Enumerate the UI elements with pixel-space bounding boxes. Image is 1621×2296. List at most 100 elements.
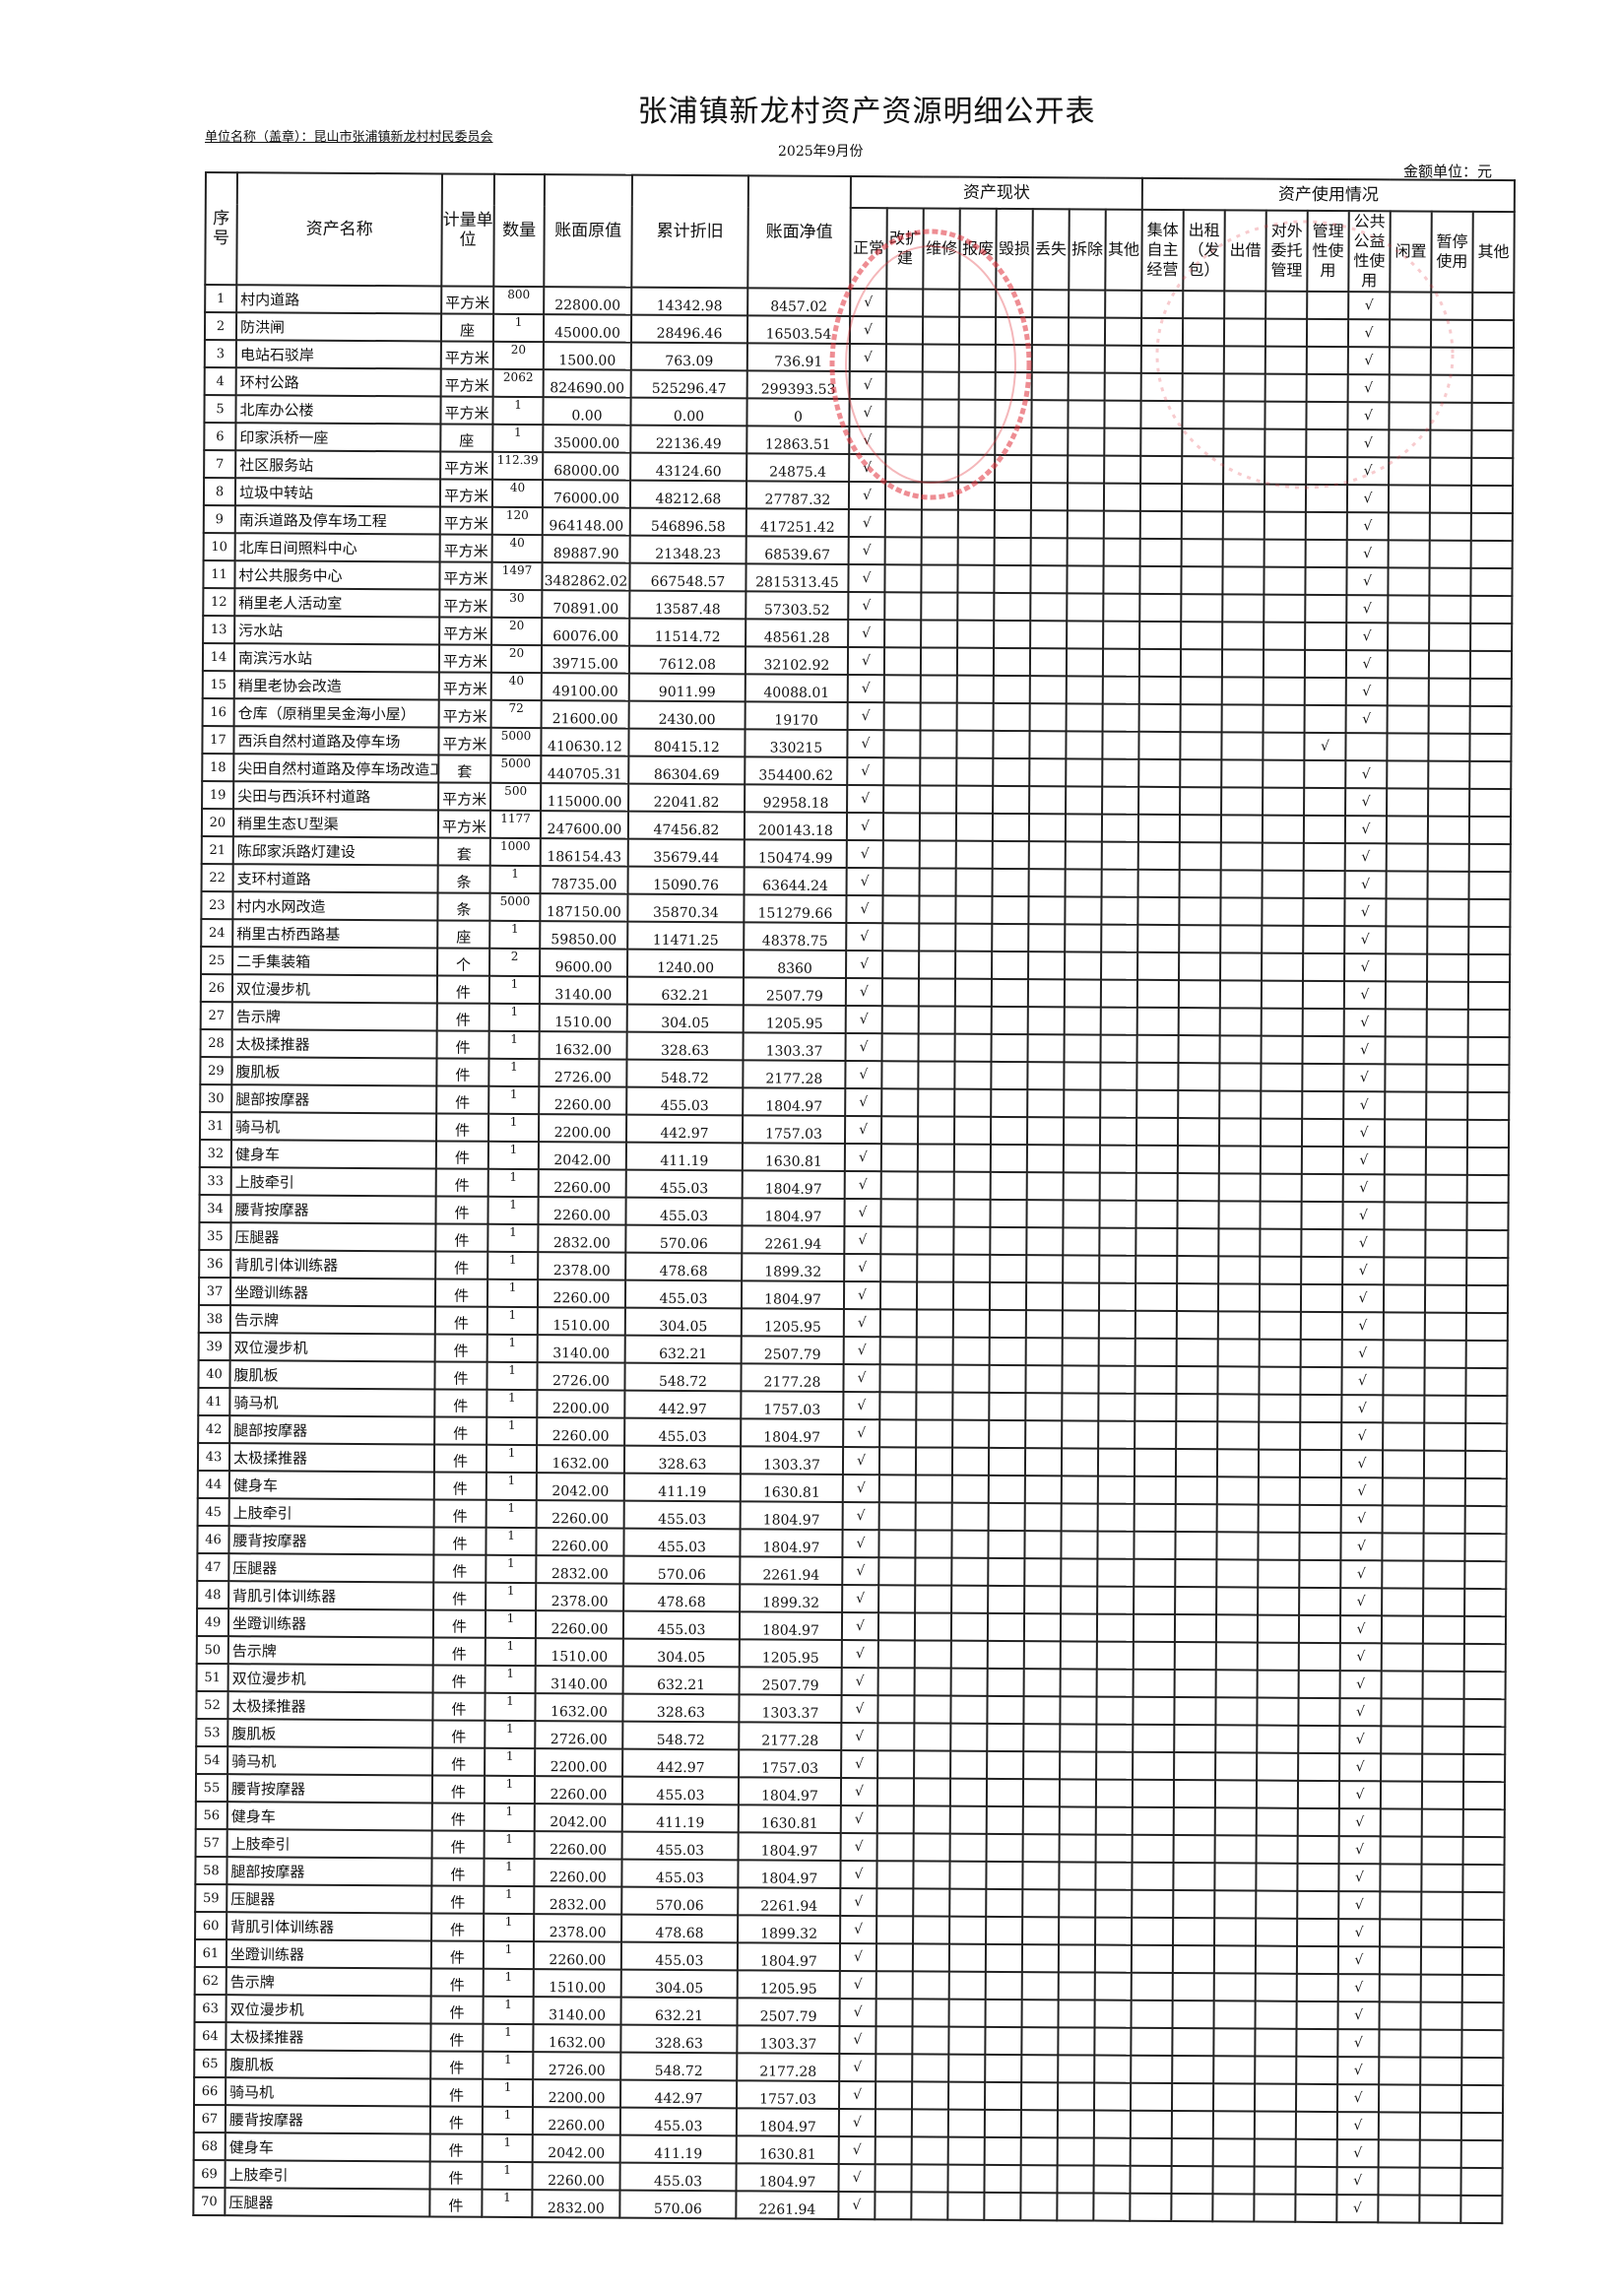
usage-check-mark: √ — [1347, 457, 1390, 486]
status-cell — [1096, 1669, 1134, 1697]
status-cell — [1025, 1282, 1064, 1311]
status-cell — [884, 620, 922, 648]
usage-cell — [1174, 1725, 1216, 1753]
status-cell — [875, 2109, 912, 2137]
status-cell — [950, 1640, 988, 1669]
usage-check-mark: √ — [1341, 1367, 1384, 1396]
status-cell — [1067, 483, 1105, 511]
status-check-mark: √ — [845, 1087, 882, 1117]
usage-cell — [1472, 292, 1515, 321]
net-value: 8457.02 — [747, 288, 851, 317]
accumulated-depreciation: 86304.69 — [628, 755, 746, 785]
row-no: 59 — [195, 1883, 227, 1913]
status-cell — [1063, 1255, 1100, 1283]
asset-name: 坐蹬训练器 — [226, 1939, 432, 1969]
accumulated-depreciation: 0.00 — [630, 397, 747, 426]
net-value: 40088.01 — [745, 674, 848, 702]
status-check-mark: √ — [848, 509, 885, 538]
status-cell — [1059, 1889, 1096, 1918]
status-cell — [1063, 1145, 1100, 1173]
status-cell — [882, 840, 920, 869]
usage-cell — [1180, 677, 1222, 705]
usage-cell — [1173, 1863, 1215, 1891]
quantity: 72 — [490, 699, 542, 729]
usage-cell — [1132, 1779, 1175, 1808]
usage-cell — [1388, 567, 1430, 596]
net-value: 1303.37 — [739, 1694, 842, 1723]
usage-cell — [1295, 2166, 1337, 2196]
quantity: 1 — [487, 1141, 539, 1170]
status-check-mark: √ — [849, 426, 886, 455]
net-value: 1804.97 — [740, 1529, 843, 1557]
row-no: 22 — [201, 863, 233, 892]
status-cell — [1057, 2082, 1095, 2111]
net-value: 2261.94 — [740, 1556, 843, 1585]
usage-cell — [1299, 1559, 1341, 1589]
quantity: 1497 — [491, 561, 543, 591]
usage-cell — [1468, 926, 1511, 955]
unit: 件 — [431, 1830, 485, 1859]
usage-cell — [1383, 1395, 1425, 1423]
usage-cell — [1425, 1174, 1467, 1203]
row-no: 4 — [204, 367, 236, 396]
original-value: 22800.00 — [544, 287, 632, 315]
usage-cell — [1265, 291, 1308, 319]
quantity: 1 — [484, 1830, 535, 1860]
status-cell — [1028, 814, 1067, 842]
usage-cell — [1387, 788, 1429, 817]
usage-check-mark: √ — [1341, 1284, 1385, 1313]
status-check-mark: √ — [843, 1336, 880, 1365]
row-no: 6 — [204, 423, 236, 451]
status-cell — [881, 1006, 919, 1034]
original-value: 2042.00 — [534, 1804, 622, 1832]
original-value: 1632.00 — [539, 1031, 627, 1060]
status-check-mark: √ — [844, 1143, 881, 1172]
asset-name: 上肢牵引 — [228, 1498, 434, 1528]
status-cell — [1062, 1420, 1099, 1449]
usage-cell — [1262, 897, 1304, 926]
net-value: 2177.28 — [739, 1722, 842, 1750]
usage-cell — [1470, 595, 1513, 624]
original-value: 2832.00 — [536, 1555, 624, 1584]
unit: 件 — [433, 1499, 486, 1528]
usage-check-mark: √ — [1338, 1836, 1381, 1865]
status-cell — [1065, 951, 1102, 980]
usage-cell — [1135, 1393, 1177, 1422]
usage-cell — [1301, 1201, 1343, 1230]
status-cell — [919, 951, 956, 979]
original-value: 59850.00 — [540, 921, 628, 950]
net-value: 1804.97 — [743, 1087, 846, 1116]
original-value: 70891.00 — [542, 590, 630, 619]
usage-cell — [1254, 2166, 1296, 2195]
usage-cell — [1430, 319, 1473, 348]
row-no: 1 — [205, 285, 237, 313]
status-cell — [1031, 345, 1069, 373]
status-cell — [884, 537, 922, 565]
status-check-mark: √ — [839, 1942, 877, 1972]
usage-cell — [1173, 1807, 1215, 1836]
header-usage-col: 闲置 — [1390, 211, 1432, 293]
usage-cell — [1216, 1504, 1259, 1533]
header-usage-col: 公共公益性使用 — [1348, 211, 1391, 293]
status-check-mark: √ — [848, 619, 885, 648]
row-no: 11 — [203, 559, 235, 589]
original-value: 2260.00 — [537, 1279, 626, 1308]
status-cell — [915, 1530, 952, 1558]
status-check-mark: √ — [843, 1391, 880, 1420]
usage-cell — [1303, 897, 1345, 927]
usage-cell — [1304, 649, 1347, 679]
quantity: 1 — [485, 1637, 536, 1667]
original-value: 2378.00 — [534, 1914, 622, 1942]
usage-cell — [1134, 1503, 1176, 1533]
usage-cell — [1460, 2167, 1503, 2197]
status-cell — [1059, 1834, 1096, 1863]
usage-cell — [1471, 319, 1515, 349]
usage-cell — [1174, 1614, 1217, 1643]
usage-cell — [1131, 2000, 1173, 2029]
usage-check-mark: √ — [1336, 2195, 1379, 2223]
status-cell — [985, 2054, 1022, 2083]
usage-cell — [1388, 595, 1430, 623]
status-cell — [1065, 896, 1102, 925]
unit: 平方米 — [438, 727, 491, 755]
usage-check-mark: √ — [1343, 1036, 1386, 1065]
